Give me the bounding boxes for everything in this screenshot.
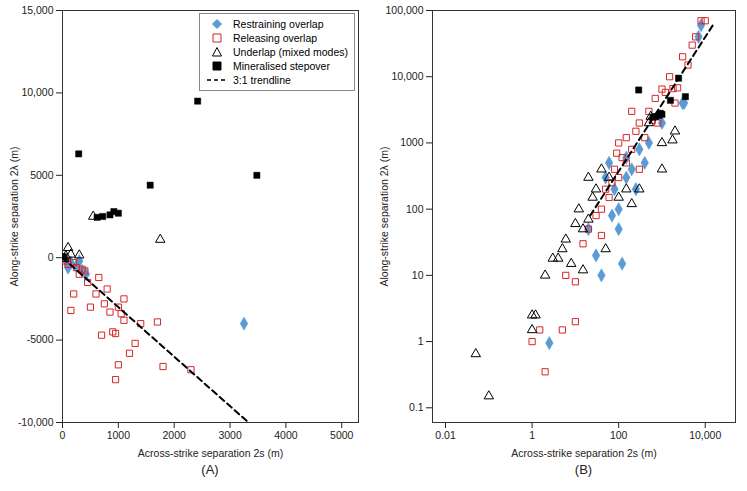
svg-text:0: 0	[48, 251, 54, 263]
html-text:(B): (B)	[574, 462, 593, 477]
html-text:Underlap (mixed modes): Underlap (mixed modes)	[233, 46, 348, 58]
html-text:Mineralised stepover: Mineralised stepover	[233, 60, 330, 72]
svg-text:4000: 4000	[274, 429, 298, 441]
svg-text:100: 100	[406, 203, 424, 215]
svg-text:100,000: 100,000	[386, 4, 424, 16]
svg-text:2000: 2000	[163, 429, 187, 441]
svg-text:10,000: 10,000	[391, 70, 423, 82]
svg-text:-10,000: -10,000	[18, 416, 54, 428]
svg-text:5000: 5000	[30, 169, 54, 181]
svg-text:10,000: 10,000	[21, 86, 53, 98]
svg-text:Across-strike separation 2s (m: Across-strike separation 2s (m)	[511, 447, 656, 459]
svg-text:3000: 3000	[218, 429, 242, 441]
svg-text:0.1: 0.1	[409, 401, 424, 413]
html-text:Releasing overlap: Releasing overlap	[233, 32, 318, 44]
svg-text:Along-strike separation 2λ (m): Along-strike separation 2λ (m)	[378, 146, 390, 286]
html-text:Restraining overlap: Restraining overlap	[233, 18, 324, 30]
html-text:(A): (A)	[201, 462, 219, 477]
svg-text:Across-strike separation 2s (m: Across-strike separation 2s (m)	[138, 447, 283, 459]
svg-text:15,000: 15,000	[21, 4, 53, 16]
svg-text:-5000: -5000	[27, 333, 54, 345]
svg-text:1: 1	[529, 429, 535, 441]
svg-text:Along-strike separation 2λ (m): Along-strike separation 2λ (m)	[8, 146, 20, 286]
svg-text:1000: 1000	[400, 136, 424, 148]
svg-text:1: 1	[418, 335, 424, 347]
svg-text:10,000: 10,000	[689, 429, 721, 441]
svg-text:0: 0	[60, 429, 66, 441]
svg-text:100: 100	[610, 429, 628, 441]
svg-text:0.01: 0.01	[435, 429, 456, 441]
html-text:3:1 trendline: 3:1 trendline	[233, 74, 291, 86]
svg-text:1000: 1000	[107, 429, 131, 441]
svg-text:5000: 5000	[330, 429, 354, 441]
svg-text:10: 10	[412, 269, 424, 281]
